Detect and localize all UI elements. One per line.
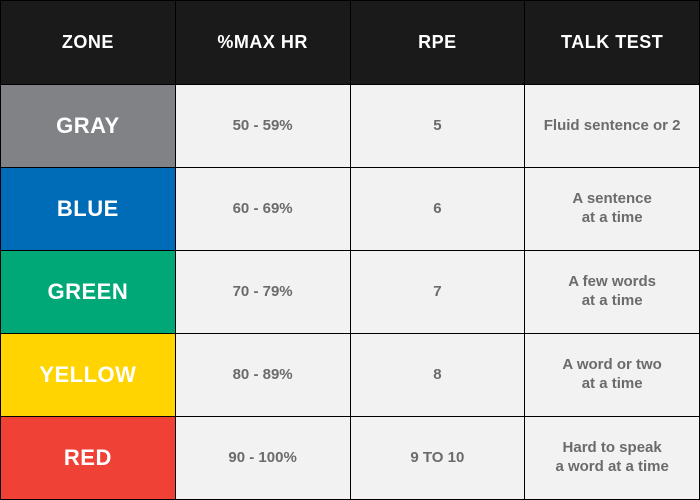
zone-label: YELLOW bbox=[1, 333, 175, 416]
max-hr-value: 80 - 89% bbox=[175, 333, 350, 416]
rpe-value: 6 bbox=[350, 167, 525, 250]
table-row: RED 90 - 100% 9 TO 10 Hard to speak a wo… bbox=[1, 416, 699, 499]
zone-label: BLUE bbox=[1, 167, 175, 250]
rpe-value: 5 bbox=[350, 84, 525, 167]
talk-test-value: Fluid sentence or 2 bbox=[524, 84, 699, 167]
rpe-value: 9 TO 10 bbox=[350, 416, 525, 499]
zone-label: RED bbox=[1, 416, 175, 499]
talk-test-value: A sentence at a time bbox=[524, 167, 699, 250]
rpe-value: 7 bbox=[350, 250, 525, 333]
max-hr-value: 60 - 69% bbox=[175, 167, 350, 250]
max-hr-value: 50 - 59% bbox=[175, 84, 350, 167]
talk-test-value: A word or two at a time bbox=[524, 333, 699, 416]
max-hr-value: 90 - 100% bbox=[175, 416, 350, 499]
rpe-value: 8 bbox=[350, 333, 525, 416]
table-row: GRAY 50 - 59% 5 Fluid sentence or 2 bbox=[1, 84, 699, 167]
table-header-row: ZONE %MAX HR RPE TALK TEST bbox=[1, 1, 699, 84]
col-zone: ZONE bbox=[1, 1, 175, 84]
col-talk: TALK TEST bbox=[524, 1, 699, 84]
zone-label: GREEN bbox=[1, 250, 175, 333]
max-hr-value: 70 - 79% bbox=[175, 250, 350, 333]
talk-test-value: Hard to speak a word at a time bbox=[524, 416, 699, 499]
zone-label: GRAY bbox=[1, 84, 175, 167]
col-max-hr: %MAX HR bbox=[175, 1, 350, 84]
table-row: YELLOW 80 - 89% 8 A word or two at a tim… bbox=[1, 333, 699, 416]
col-rpe: RPE bbox=[350, 1, 525, 84]
table-row: BLUE 60 - 69% 6 A sentence at a time bbox=[1, 167, 699, 250]
talk-test-value: A few words at a time bbox=[524, 250, 699, 333]
hr-zone-table: ZONE %MAX HR RPE TALK TEST GRAY 50 - 59%… bbox=[0, 0, 700, 500]
table-row: GREEN 70 - 79% 7 A few words at a time bbox=[1, 250, 699, 333]
